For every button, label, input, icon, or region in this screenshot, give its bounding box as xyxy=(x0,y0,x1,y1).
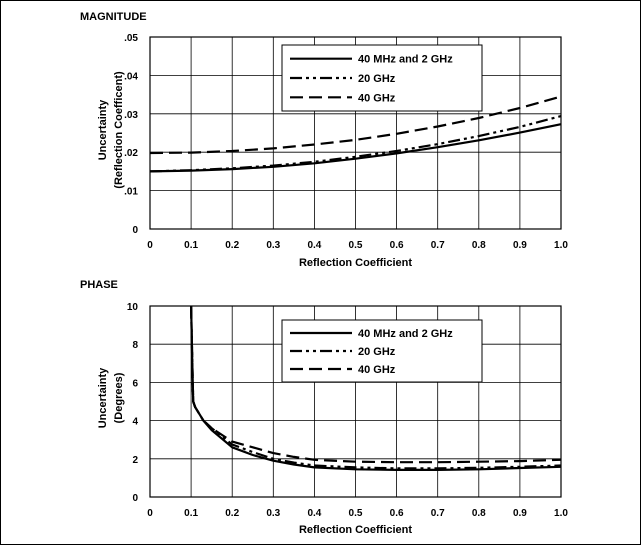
y-tick-label: 2 xyxy=(132,455,138,466)
x-tick-label: 0.6 xyxy=(390,240,404,251)
legend-label-3: 40 GHz xyxy=(358,92,396,104)
series-line-3 xyxy=(149,95,562,155)
legend: 40 MHz and 2 GHz 20 GHz 40 GHz xyxy=(281,319,483,383)
legend-label-1: 40 MHz and 2 GHz xyxy=(358,54,453,66)
x-tick-label: 0.6 xyxy=(390,508,404,519)
x-tick-label: 0.1 xyxy=(184,240,198,251)
x-tick-label: 0.9 xyxy=(513,240,527,251)
y-tick-label: .01 xyxy=(124,187,138,198)
y-tick-label: 10 xyxy=(127,302,139,313)
x-tick-label: 0.7 xyxy=(431,240,445,251)
legend: 40 MHz and 2 GHz 20 GHz 40 GHz xyxy=(281,44,483,112)
x-tick-label: 0.3 xyxy=(266,240,280,251)
chart-title: MAGNITUDE xyxy=(80,11,147,23)
y-tick-label: 0 xyxy=(132,493,138,504)
series-line-2 xyxy=(149,115,562,173)
y-axis-label: (Degrees) xyxy=(113,372,125,423)
plot-area-frame xyxy=(149,36,562,230)
y-tick-label: 8 xyxy=(132,340,138,351)
y-axis-label: Uncertainty xyxy=(97,99,109,160)
x-tick-label: 0.7 xyxy=(431,508,445,519)
x-tick-label: 0.2 xyxy=(225,240,239,251)
magnitude-panel: MAGNITUDE 0 0.1 0.2 0.3 0.4 0.5 0.6 0.7 0.8 0.9 1.0… xyxy=(80,11,568,269)
phase-panel: PHASE 0 0.1 0.2 0.3 0.4 0.5 0.6 0.7 0.8 0.9 1.0 0 2 4 6… xyxy=(80,279,568,536)
x-tick-label: 1.0 xyxy=(554,508,568,519)
y-axis-label: Uncertainty xyxy=(97,367,109,428)
x-tick-label: 0.4 xyxy=(307,508,321,519)
y-tick-label: 4 xyxy=(132,417,138,428)
x-tick-label: 0.8 xyxy=(472,508,486,519)
y-tick-label: 6 xyxy=(132,378,138,389)
x-axis-label: Reflection Coefficient xyxy=(299,257,412,269)
x-tick-label: 1.0 xyxy=(554,240,568,251)
y-tick-label: .03 xyxy=(124,110,138,121)
x-tick-label: 0.2 xyxy=(225,508,239,519)
series-line-3 xyxy=(190,305,562,464)
y-tick-label: .04 xyxy=(124,71,138,82)
y-tick-label: .05 xyxy=(124,33,138,44)
legend-label-2: 20 GHz xyxy=(358,73,396,85)
y-tick-label: 0 xyxy=(132,225,138,236)
x-tick-label: 0.8 xyxy=(472,240,486,251)
x-tick-label: 0 xyxy=(147,508,153,519)
x-tick-label: 0.1 xyxy=(184,508,198,519)
legend-label-3: 40 GHz xyxy=(358,364,396,376)
legend-label-1: 40 MHz and 2 GHz xyxy=(358,328,453,340)
plot-area-frame xyxy=(149,305,562,498)
x-tick-label: 0 xyxy=(147,240,153,251)
x-tick-label: 0.9 xyxy=(513,508,527,519)
x-tick-label: 0.4 xyxy=(307,240,321,251)
y-tick-label: .02 xyxy=(124,148,138,159)
x-tick-label: 0.5 xyxy=(349,508,363,519)
x-tick-label: 0.5 xyxy=(349,240,363,251)
y-axis-label: (Reflection Coefficent) xyxy=(113,71,125,189)
x-tick-label: 0.3 xyxy=(266,508,280,519)
x-axis-label: Reflection Coefficient xyxy=(299,524,412,536)
legend-label-2: 20 GHz xyxy=(358,346,396,358)
chart-title: PHASE xyxy=(80,279,118,291)
